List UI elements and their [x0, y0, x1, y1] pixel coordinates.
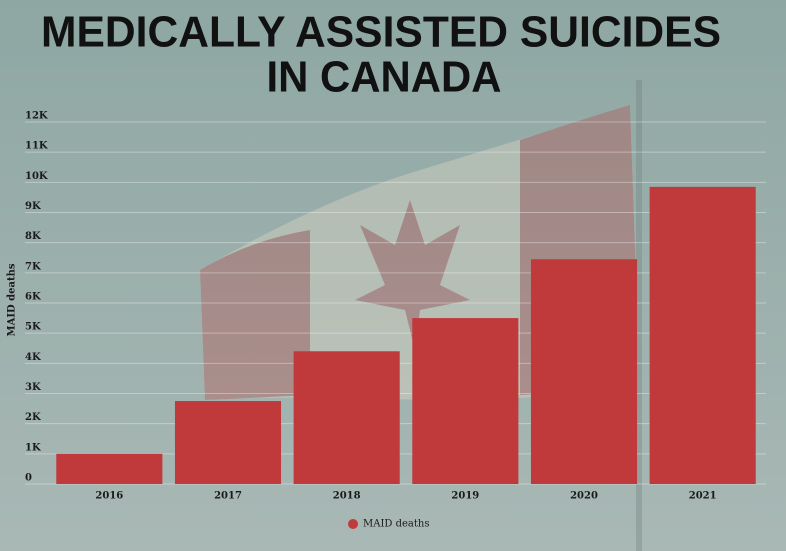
- y-axis-label: MAID deaths: [7, 263, 18, 336]
- y-tick-label: 0: [25, 473, 32, 484]
- flag-backdrop: [200, 80, 642, 551]
- x-tick-label: 2018: [333, 491, 361, 502]
- y-tick-label: 2K: [25, 412, 41, 423]
- bar: [530, 259, 638, 484]
- y-tick-label: 7K: [25, 261, 41, 272]
- bar: [412, 318, 519, 484]
- y-tick-label: 4K: [25, 352, 41, 363]
- bar: [649, 186, 756, 484]
- bar: [56, 453, 163, 484]
- y-tick-label: 1K: [25, 442, 41, 453]
- y-tick-label: 3K: [25, 382, 41, 393]
- bar: [293, 351, 400, 484]
- legend-marker: [348, 519, 358, 529]
- x-tick-label: 2016: [95, 491, 123, 502]
- chart-title: MEDICALLY ASSISTED SUICIDES: [41, 8, 721, 57]
- chart-title: IN CANADA: [267, 53, 502, 102]
- y-tick-label: 6K: [25, 292, 41, 303]
- legend-label: MAID deaths: [363, 519, 429, 530]
- x-tick-label: 2017: [214, 491, 242, 502]
- y-tick-label: 11K: [25, 141, 48, 152]
- y-tick-label: 5K: [25, 322, 41, 333]
- bar: [174, 401, 282, 484]
- y-tick-label: 8K: [25, 231, 41, 242]
- x-tick-label: 2020: [570, 491, 598, 502]
- x-tick-label: 2019: [451, 491, 479, 502]
- y-tick-label: 9K: [25, 201, 41, 212]
- y-tick-label: 12K: [25, 111, 48, 122]
- x-tick-label: 2021: [689, 491, 717, 502]
- y-tick-label: 10K: [25, 171, 48, 182]
